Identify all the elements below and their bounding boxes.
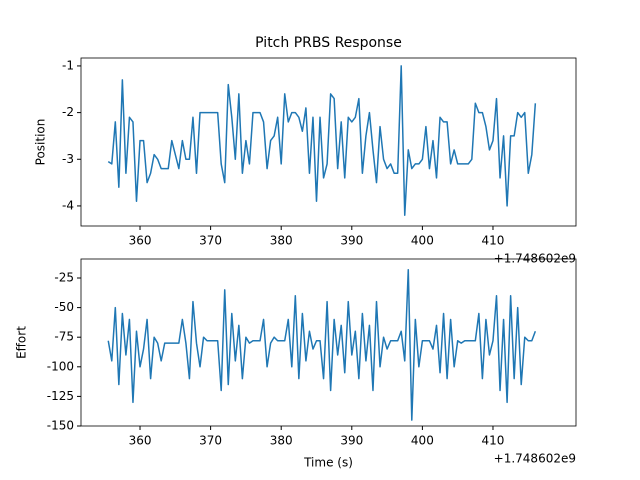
y-tick-label: -150	[47, 419, 74, 433]
x-tick-label: 410	[482, 234, 505, 248]
x-tick-label: 400	[411, 434, 434, 448]
y-tick-label: -25	[54, 271, 74, 285]
x-tick-label: 360	[129, 434, 152, 448]
x-offset-label: +1.748602e9	[494, 252, 576, 266]
y-tick-label: -4	[62, 198, 74, 212]
x-offset-label: +1.748602e9	[494, 452, 576, 466]
chart-title: Pitch PRBS Response	[255, 35, 402, 51]
x-tick-label: 400	[411, 234, 434, 248]
y-axis-label: Effort	[15, 326, 29, 359]
axes-frame	[80, 57, 577, 227]
y-tick-label: -125	[47, 389, 74, 403]
y-tick-label: -100	[47, 359, 74, 373]
x-tick-label: 360	[129, 234, 152, 248]
series-line	[107, 65, 537, 217]
y-tick-label: -75	[54, 330, 74, 344]
x-tick-label: 390	[340, 434, 363, 448]
x-tick-label: 370	[199, 234, 222, 248]
y-tick-label: -2	[62, 105, 74, 119]
axes-frame	[80, 258, 577, 427]
x-tick-label: 390	[340, 234, 363, 248]
series-line	[107, 268, 537, 421]
y-tick-label: -1	[62, 58, 74, 72]
x-tick-label: 380	[270, 434, 293, 448]
x-axis-label: Time (s)	[303, 456, 353, 470]
x-tick-label: 380	[270, 234, 293, 248]
y-tick-label: -50	[54, 300, 74, 314]
y-tick-label: -3	[62, 152, 74, 166]
x-tick-label: 370	[199, 434, 222, 448]
x-tick-label: 410	[482, 434, 505, 448]
y-axis-label: Position	[34, 119, 48, 166]
